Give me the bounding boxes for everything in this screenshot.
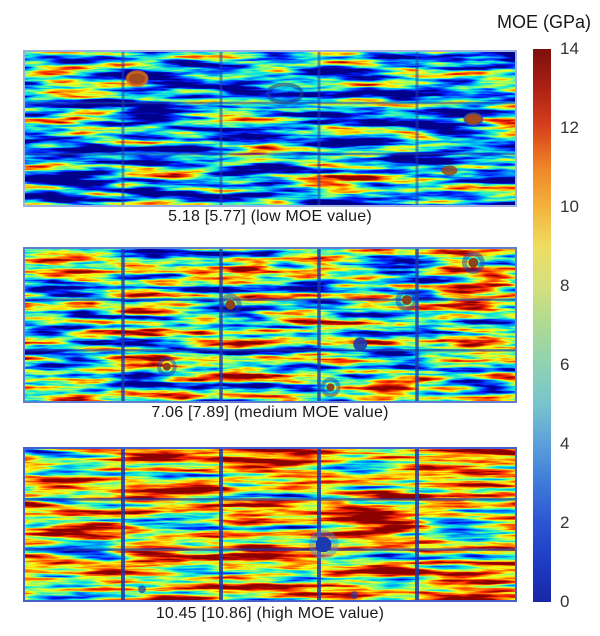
colorbar-tick-label-10: 10 (560, 197, 579, 216)
board-grid-lines (25, 52, 515, 205)
heatmap-panel-low (23, 50, 517, 207)
wood-knots (138, 529, 359, 600)
colorbar-tick-label-6: 6 (560, 355, 570, 374)
colorbar-tick-label-12: 12 (560, 118, 579, 137)
colorbar-tick-label-2: 2 (560, 513, 570, 532)
wood-moe-map-high (25, 449, 515, 600)
colorbar-tick-label-8: 8 (560, 276, 570, 295)
heatmap-panel-medium (23, 247, 517, 403)
wood-moe-map-low (25, 52, 515, 205)
colorbar (533, 49, 551, 602)
board-grid-lines (25, 449, 515, 600)
panel-medium-caption: 7.06 [7.89] (medium MOE value) (151, 404, 389, 421)
colorbar-tick-label-4: 4 (560, 434, 570, 453)
wood-knots (125, 70, 484, 176)
wood-moe-map-medium (25, 249, 515, 401)
wood-knots (156, 251, 485, 398)
panel-low-caption: 5.18 [5.77] (low MOE value) (168, 208, 372, 225)
colorbar-tick-label-14: 14 (560, 39, 579, 58)
colorbar-tick-label-0: 0 (560, 592, 570, 611)
panel-high-caption: 10.45 [10.86] (high MOE value) (155, 605, 385, 622)
heatmap-panel-high (23, 447, 517, 602)
colorbar-title: MOE (GPa) (496, 12, 591, 32)
board-grid-lines (25, 249, 515, 401)
